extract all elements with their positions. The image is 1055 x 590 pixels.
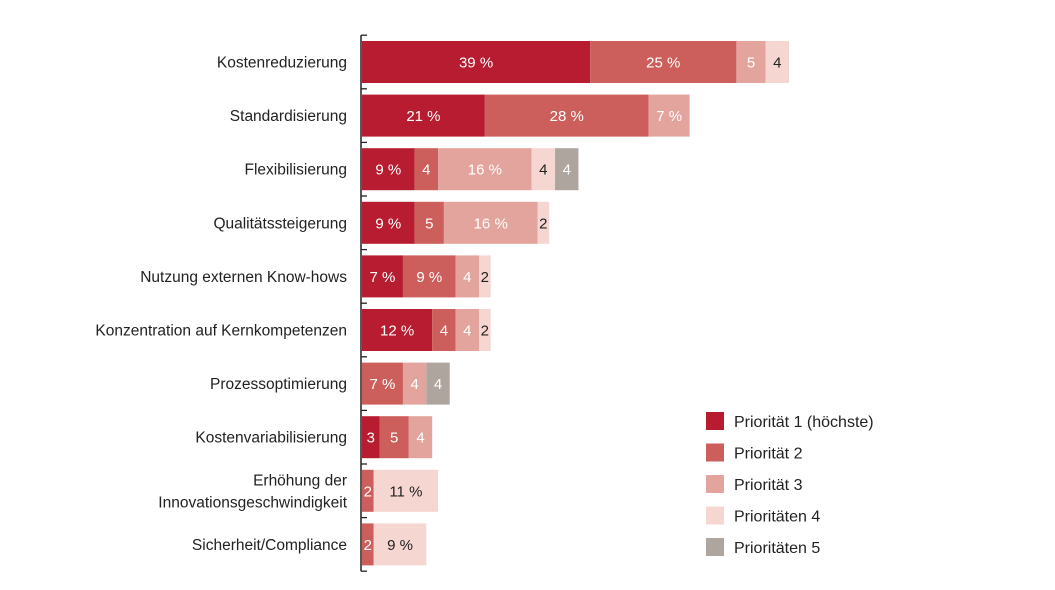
bar-segment: [379, 416, 409, 459]
bar-data-label: 4: [422, 162, 430, 179]
legend-swatch: [706, 506, 724, 525]
category-label: Qualitätssteigerung: [213, 215, 347, 232]
bar-data-label: 5: [747, 55, 755, 72]
legend-swatch: [706, 475, 724, 493]
legend-label: Priorität 3: [734, 477, 803, 494]
bar-segment: [362, 523, 374, 566]
category-label: Kostenvariabilisierung: [195, 430, 347, 447]
bar-segment: [648, 94, 690, 137]
bar-data-label: 4: [416, 430, 424, 447]
bar-data-label: 9 %: [375, 215, 401, 232]
bar-data-label: 28 %: [550, 108, 584, 125]
legend-swatch: [706, 443, 724, 462]
legend: Priorität 1 (höchste) Priorität 2 Prioritä…: [706, 412, 874, 557]
bar-data-label: 9 %: [416, 269, 442, 286]
bar-data-label: 4: [539, 162, 547, 179]
category-label: Kostenreduzierung: [217, 55, 347, 72]
bar-data-label: 2: [364, 483, 372, 500]
bar-data-label: 4: [773, 55, 781, 72]
bar-segment: [438, 148, 532, 191]
bar-data-label: 2: [539, 215, 547, 232]
category-label: Nutzung externen Know-hows: [140, 269, 347, 286]
bar-segment: [479, 309, 491, 351]
bar-segment: [414, 148, 439, 191]
bar-segment: [362, 41, 591, 83]
bar-segment: [426, 362, 450, 405]
bars: 39 % 25 % 5 421 % 28 % 7 %9 % 4 16 % 4 49 % 5 16 % 2…: [362, 41, 790, 566]
bar-data-label: 7 %: [370, 376, 396, 393]
legend-swatch: [706, 412, 724, 430]
bar-data-label: 39 %: [459, 55, 493, 72]
bar-segment: [373, 469, 439, 512]
bar-segment: [484, 94, 649, 137]
bar-segment: [402, 255, 456, 298]
bar-data-label: 25 %: [646, 55, 680, 72]
bar-segment: [765, 41, 790, 83]
bar-segment: [362, 148, 415, 191]
bar-segment: [432, 309, 456, 351]
bar-data-label: 11 %: [389, 483, 422, 500]
bar-segment: [362, 416, 380, 459]
bar-segment: [362, 362, 403, 405]
category-label: Sicherheit/Compliance: [192, 537, 347, 554]
bar-segment: [362, 469, 374, 512]
bar-data-label: 4: [410, 376, 418, 393]
legend-label: Priorität 2: [734, 446, 803, 463]
bar-segment: [590, 41, 737, 83]
bar-data-label: 21 %: [406, 108, 440, 125]
legend-swatch: [706, 538, 724, 556]
bar-data-label: 2: [481, 269, 489, 286]
category-labels: Kostenreduzierung Standardisierung Flexibi…: [95, 55, 347, 554]
bar-data-label: 4: [563, 162, 571, 179]
bar-segment: [479, 255, 491, 298]
bar-data-label: 7 %: [656, 108, 682, 125]
bar-segment: [531, 148, 556, 191]
bar-segment: [408, 416, 433, 459]
bar-segment: [414, 201, 444, 244]
bar-segment: [362, 94, 485, 137]
bar-data-label: 2: [481, 323, 489, 340]
bar-segment: [736, 41, 766, 83]
category-label: Erhöhung der Innovationsgeschwindigkeit: [158, 472, 347, 511]
legend-label: Prioritäten 5: [734, 540, 820, 557]
y-axis: [360, 34, 367, 572]
category-label: Prozessoptimierung: [210, 376, 347, 393]
bar-segment: [402, 362, 427, 405]
category-label: Konzentration auf Kernkompetenzen: [95, 323, 347, 340]
category-label: Standardisierung: [230, 108, 347, 125]
bar-data-label: 12 %: [380, 323, 414, 340]
bar-segment: [362, 309, 433, 351]
bar-data-label: 7 %: [370, 269, 396, 286]
bar-data-label: 9 %: [387, 537, 413, 554]
bar-segment: [373, 523, 427, 566]
bar-data-label: 4: [463, 323, 471, 340]
bar-data-label: 2: [364, 537, 372, 554]
bar-data-label: 5: [425, 215, 433, 232]
category-label: Flexibilisierung: [244, 162, 347, 179]
bar-segment: [455, 309, 479, 351]
bar-data-label: 16 %: [474, 215, 508, 232]
bar-segment: [443, 201, 538, 244]
bar-data-label: 9 %: [375, 162, 401, 179]
bar-data-label: 4: [463, 269, 471, 286]
legend-label: Priorität 1 (höchste): [734, 414, 874, 431]
bar-segment: [455, 255, 479, 298]
bar-segment: [362, 201, 415, 244]
bar-data-label: 4: [434, 376, 442, 393]
bar-data-label: 4: [440, 323, 448, 340]
bar-data-label: 5: [390, 430, 398, 447]
bar-segment: [537, 201, 550, 244]
bar-data-label: 16 %: [468, 162, 502, 179]
bar-data-label: 3: [367, 430, 375, 447]
legend-label: Prioritäten 4: [734, 509, 820, 526]
bar-segment: [362, 255, 403, 298]
bar-segment: [555, 148, 579, 191]
